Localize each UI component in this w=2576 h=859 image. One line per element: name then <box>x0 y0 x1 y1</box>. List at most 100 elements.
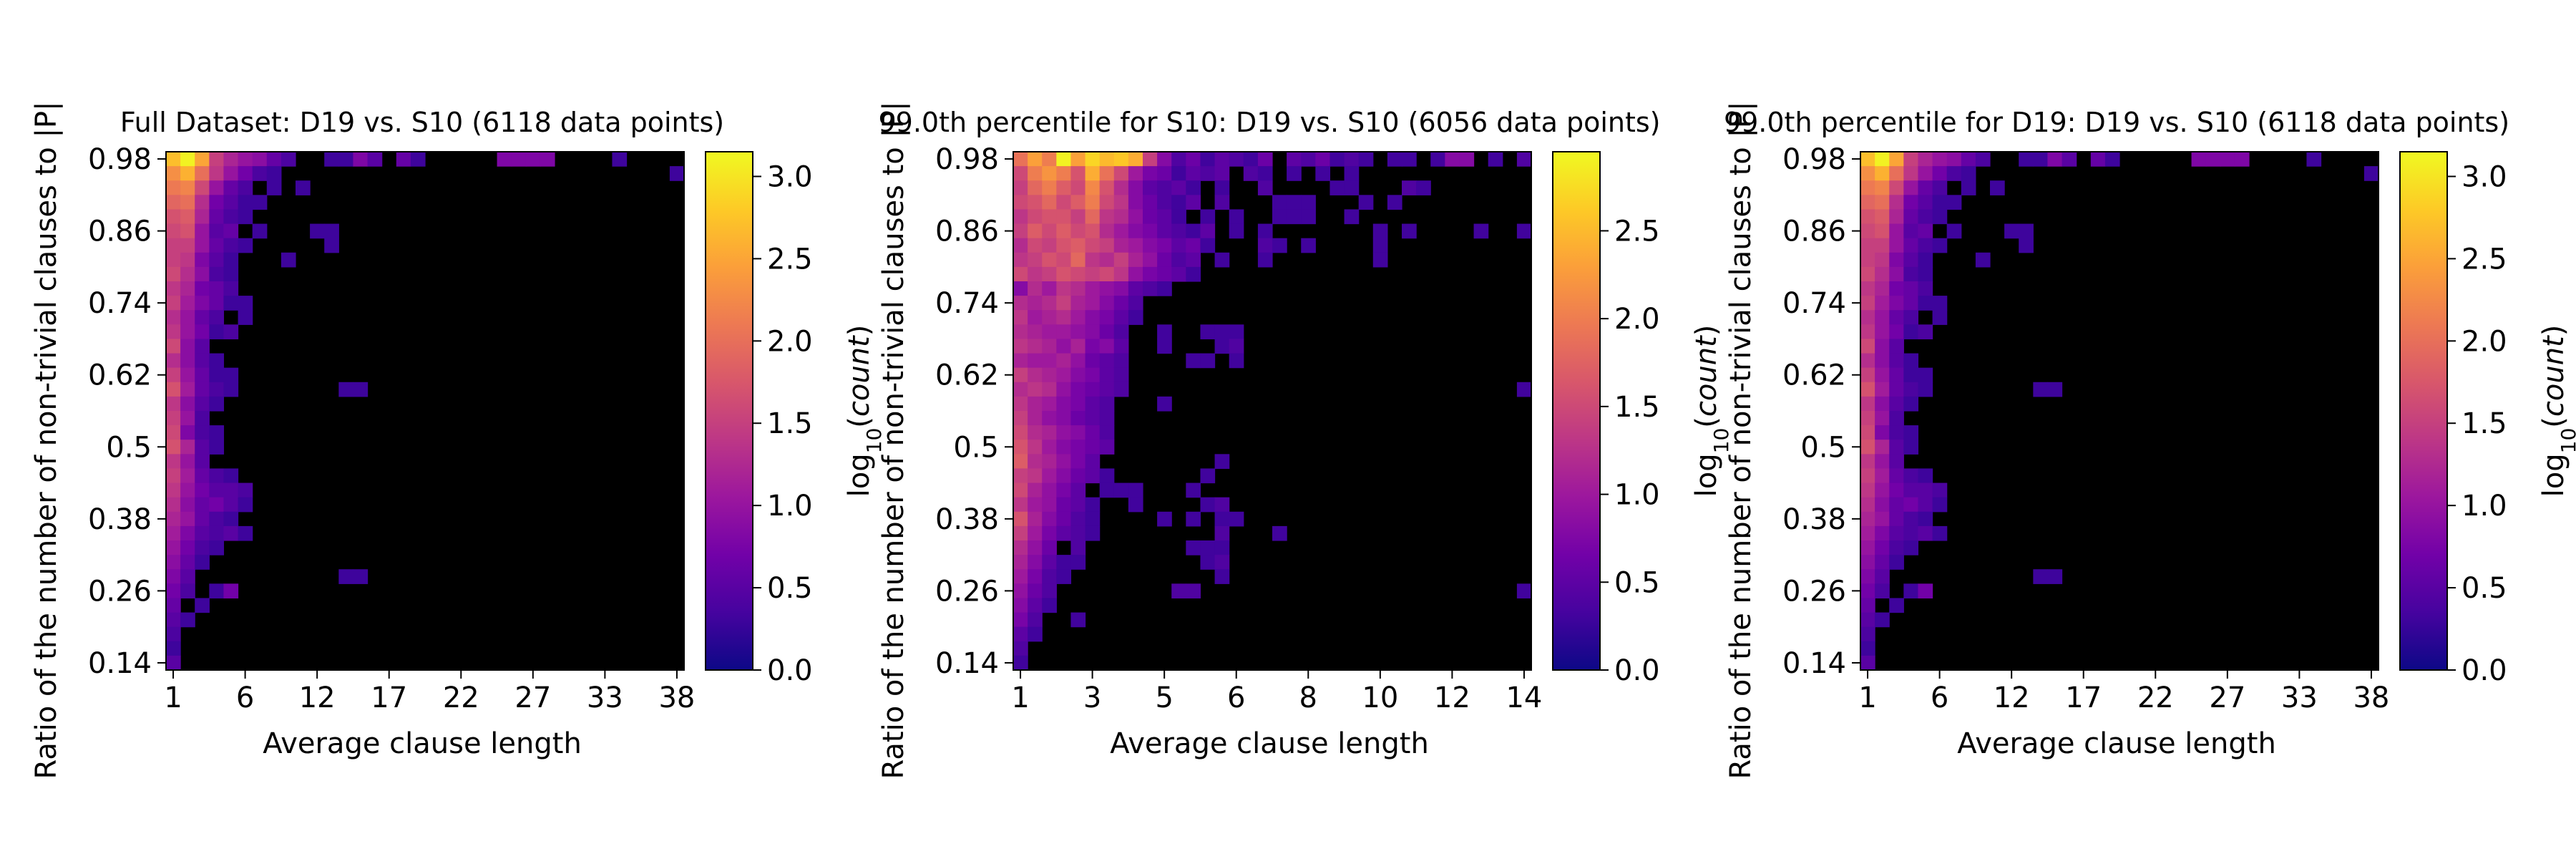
colorbar-tick-label: 2.0 <box>2462 325 2507 358</box>
heatmap-cell <box>1889 252 1904 268</box>
heatmap-cell <box>1042 440 1057 455</box>
heatmap-cell <box>2033 382 2049 397</box>
heatmap-cell <box>1860 641 1875 656</box>
heatmap-cell <box>1028 411 1043 426</box>
heatmap-cell <box>1875 209 1890 225</box>
heatmap-cell <box>195 223 210 239</box>
heatmap-cell <box>166 252 181 268</box>
heatmap-cell <box>1013 569 1028 584</box>
heatmap-cell <box>1214 324 1230 340</box>
x-tick-label: 27 <box>514 681 551 714</box>
heatmap-cell <box>1918 195 1933 210</box>
colorbar-tick-label: 1.0 <box>2462 490 2507 523</box>
heatmap-cell <box>1171 166 1186 181</box>
heatmap-cell <box>1128 152 1143 167</box>
heatmap-cell <box>180 166 195 181</box>
heatmap-cell <box>1875 411 1890 426</box>
colorbar-axis: 3.0 2.5 2.0 1.5 1.0 0.5 0.0 <box>2447 160 2507 687</box>
heatmap-cell <box>1143 180 1158 195</box>
heatmap-cell <box>1157 396 1172 412</box>
heatmap-cell <box>1028 339 1043 354</box>
heatmap-cell <box>1860 569 1875 584</box>
heatmap-cell <box>1028 468 1043 484</box>
heatmap-cell <box>1070 396 1086 412</box>
heatmap-cell <box>1056 525 1072 541</box>
heatmap-cell <box>238 296 253 311</box>
heatmap-cell <box>1070 195 1086 210</box>
heatmap-cell <box>1143 166 1158 181</box>
heatmap-cell <box>195 598 210 613</box>
x-tick-label: 6 <box>1227 681 1245 714</box>
heatmap-cell <box>1416 180 1431 195</box>
heatmap-cell <box>1932 497 1948 513</box>
x-tick-label: 22 <box>443 681 479 714</box>
heatmap-cell <box>1459 152 1475 167</box>
heatmap-cell <box>1056 555 1072 570</box>
heatmap-cell <box>180 238 195 253</box>
heatmap-cell <box>1042 195 1057 210</box>
heatmap-cell <box>1875 166 1890 181</box>
heatmap-cell <box>1932 525 1948 541</box>
heatmap-cell <box>1070 353 1086 369</box>
heatmap-cell <box>1070 266 1086 282</box>
x-tick-label: 6 <box>236 681 254 714</box>
heatmap-cell <box>1085 425 1101 440</box>
heatmap-cell <box>1099 252 1115 268</box>
heatmap-cell <box>1875 396 1890 412</box>
heatmap-cell <box>1070 454 1086 470</box>
heatmap-cell <box>252 166 268 181</box>
heatmap-cell <box>1013 353 1028 369</box>
heatmap-cell <box>2363 166 2379 181</box>
heatmap-cell <box>1042 180 1057 195</box>
heatmap-cell <box>1860 152 1875 167</box>
heatmap-cell <box>1860 238 1875 253</box>
heatmap-cell <box>1875 223 1890 239</box>
heatmap-cell <box>1042 310 1057 325</box>
heatmap-cell <box>1889 223 1904 239</box>
heatmap-cell <box>1229 324 1244 340</box>
x-tick-label: 6 <box>1931 681 1948 714</box>
heatmap-cell <box>1085 296 1101 311</box>
heatmap-cells <box>1860 152 2379 671</box>
heatmap-cell <box>1889 152 1904 167</box>
heatmap-cell <box>1128 482 1143 498</box>
y-tick-label: 0.74 <box>1782 287 1846 320</box>
heatmap-cell <box>1387 152 1402 167</box>
y-axis-label: Ratio of the number of non-trivial claus… <box>30 101 63 779</box>
heatmap-cell <box>180 310 195 325</box>
colorbar-tick-label: 2.0 <box>1614 303 1660 336</box>
heatmap-cell <box>1315 152 1331 167</box>
heatmap-cell <box>1056 209 1072 225</box>
heatmap-cell <box>1257 166 1273 181</box>
x-axis: 1 6 12 17 22 27 33 38 <box>164 670 695 714</box>
heatmap-cell <box>1085 454 1101 470</box>
heatmap-cell <box>180 223 195 239</box>
heatmap-cell <box>1028 540 1043 555</box>
heatmap-cell <box>1013 655 1028 671</box>
heatmap-cell <box>238 209 253 225</box>
heatmap-cell <box>1070 310 1086 325</box>
heatmap-cell <box>195 195 210 210</box>
heatmap-cell <box>180 525 195 541</box>
heatmap-cell <box>1157 324 1172 340</box>
heatmap-cell <box>1860 339 1875 354</box>
heatmap-cell <box>1013 152 1028 167</box>
y-tick-label: 0.5 <box>1800 431 1846 464</box>
heatmap-cell <box>1214 569 1230 584</box>
heatmap-cell <box>1229 339 1244 354</box>
heatmap-cell <box>1330 152 1345 167</box>
heatmap-cell <box>166 238 181 253</box>
heatmap-cell <box>180 324 195 340</box>
heatmap-cell <box>2062 152 2077 167</box>
heatmap-cell <box>166 281 181 296</box>
heatmap-cell <box>1070 252 1086 268</box>
colorbar-tick-label: 0.0 <box>1614 654 1660 687</box>
heatmap-cell <box>1903 525 1919 541</box>
heatmap-cell <box>1013 180 1028 195</box>
heatmap-cell <box>1028 310 1043 325</box>
heatmap-cell <box>1028 612 1043 628</box>
heatmap-cell <box>1229 511 1244 527</box>
heatmap-cell <box>1070 281 1086 296</box>
heatmap-cell <box>1171 180 1186 195</box>
heatmap-cell <box>166 353 181 369</box>
